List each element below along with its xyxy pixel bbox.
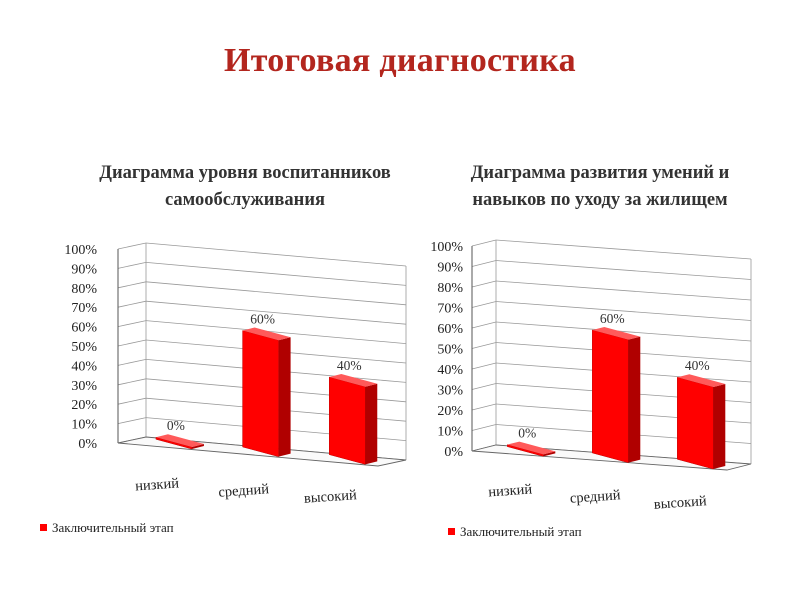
side-gridline <box>117 378 147 386</box>
side-gridline <box>117 262 147 269</box>
side-gridline <box>471 280 497 288</box>
data-label: 0% <box>167 418 185 433</box>
gridline <box>495 260 752 280</box>
gridline <box>495 301 752 321</box>
legend-swatch <box>448 528 455 535</box>
side-gridline <box>471 321 497 329</box>
gridline <box>145 262 407 286</box>
data-label: 60% <box>600 311 625 326</box>
gridline <box>495 239 752 260</box>
bar-top <box>329 374 378 387</box>
gridline <box>145 242 407 267</box>
y-tick-label: 60% <box>71 321 97 336</box>
y-tick-label: 100% <box>64 243 97 258</box>
side-gridline <box>117 320 147 327</box>
y-tick-label: 0% <box>444 445 463 460</box>
side-gridline <box>117 359 147 366</box>
y-tick-label: 40% <box>71 359 97 374</box>
side-gridline <box>471 403 497 411</box>
category-label: высокий <box>653 493 707 513</box>
category-label: низкий <box>488 481 533 500</box>
chart-title-left: Диаграмма уровня воспитанников самообслу… <box>99 163 391 210</box>
y-tick-label: 80% <box>71 282 97 297</box>
category-label: средний <box>569 487 621 507</box>
bar <box>677 376 714 470</box>
data-label: 40% <box>685 358 710 373</box>
gridline <box>495 321 752 342</box>
y-tick-label: 30% <box>437 384 463 399</box>
bar-side <box>191 443 204 449</box>
side-gridline <box>117 339 147 347</box>
side-gridline <box>471 342 497 349</box>
y-tick-label: 0% <box>78 437 97 452</box>
bar-top <box>592 326 641 340</box>
category-label: высокий <box>303 487 357 507</box>
gridline <box>145 300 407 325</box>
y-tick-label: 90% <box>71 262 97 277</box>
y-tick-label: 80% <box>437 281 463 296</box>
data-label: 0% <box>518 425 536 440</box>
bar-top <box>507 441 556 455</box>
side-gridline <box>471 362 497 370</box>
bar-top <box>242 327 291 341</box>
side-gridline <box>117 300 147 308</box>
side-gridline <box>471 424 497 431</box>
category-label: средний <box>218 481 270 501</box>
category-label: низкий <box>135 475 180 494</box>
chart-title-right: Диаграмма развития умений и навыков по у… <box>470 163 730 210</box>
bar <box>592 329 629 463</box>
bar-side <box>713 383 726 469</box>
side-gridline <box>117 281 147 289</box>
bar-top <box>677 374 726 387</box>
y-tick-label: 50% <box>437 343 463 358</box>
y-tick-label: 10% <box>437 425 463 440</box>
y-tick-label: 40% <box>437 363 463 378</box>
side-gridline <box>471 260 497 267</box>
y-tick-label: 100% <box>430 240 463 255</box>
y-tick-label: 70% <box>71 301 97 316</box>
y-tick-label: 60% <box>437 322 463 337</box>
side-gridline <box>471 301 497 308</box>
page-title: Итоговая диагностика <box>224 42 576 79</box>
side-gridline <box>471 383 497 390</box>
bar-side <box>278 337 291 457</box>
gridline <box>495 280 752 301</box>
bar-side <box>365 383 378 465</box>
y-tick-label: 90% <box>437 261 463 276</box>
y-tick-label: 10% <box>71 418 97 433</box>
y-tick-label: 20% <box>437 404 463 419</box>
data-label: 40% <box>337 358 362 373</box>
bar-top <box>155 434 204 447</box>
side-gridline <box>117 417 147 424</box>
side-gridline <box>471 239 497 247</box>
y-tick-label: 20% <box>71 398 97 413</box>
gridline <box>145 281 407 306</box>
legend-swatch <box>40 524 47 531</box>
gridline <box>145 320 407 344</box>
y-tick-label: 50% <box>71 340 97 355</box>
bar-side <box>628 336 641 463</box>
side-gridline <box>117 242 147 250</box>
side-gridline <box>117 397 147 405</box>
y-tick-label: 30% <box>71 379 97 394</box>
y-tick-label: 70% <box>437 302 463 317</box>
legend-label: Заключительный этап <box>460 524 582 539</box>
data-label: 60% <box>250 311 275 326</box>
bar-side <box>543 451 556 457</box>
legend-label: Заключительный этап <box>52 520 174 535</box>
